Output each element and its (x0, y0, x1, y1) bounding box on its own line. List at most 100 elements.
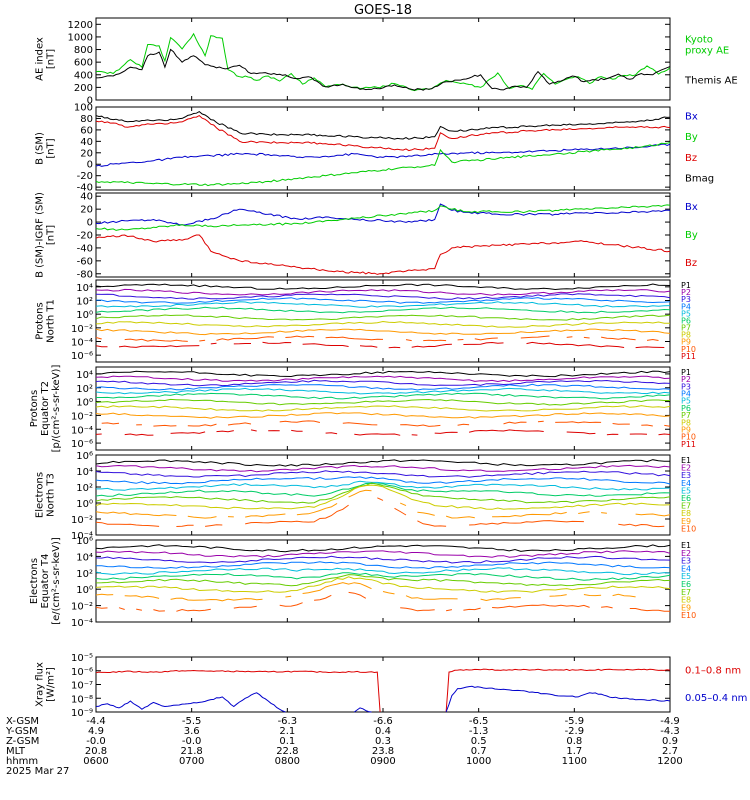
channel-line (96, 561, 671, 570)
y-tick-label: 100 (74, 103, 93, 114)
channel-line (95, 314, 671, 321)
y-tick-label: 10⁻² (71, 602, 93, 613)
channel-line (377, 497, 384, 501)
channel-line (445, 515, 475, 519)
channel-line (641, 424, 653, 427)
channel-line (205, 524, 223, 527)
legend-channel-p3: P3 (681, 295, 691, 304)
legend-channel-p8: P8 (681, 331, 691, 340)
y-tick-label: -60 (77, 256, 93, 267)
y-axis-label: North T1 (46, 299, 57, 343)
legend-channel-e1: E1 (681, 541, 691, 550)
channel-line (95, 482, 671, 504)
legend-channel-e10: E10 (681, 611, 696, 620)
y-tick-label: 20 (80, 148, 93, 159)
channel-line (96, 392, 671, 400)
channel-line (342, 422, 378, 426)
y-tick-label: 0 (87, 160, 93, 171)
legend-channel-p10: P10 (681, 345, 696, 354)
channel-line (601, 606, 613, 609)
y-tick-label: 10⁶ (76, 536, 93, 547)
channel-line (635, 513, 671, 517)
channel-line (434, 431, 458, 434)
legend-entry: 0.05–0.4 nm (685, 693, 747, 704)
channel-line (417, 520, 447, 527)
channel-line (606, 433, 619, 436)
legend-channel-p2: P2 (681, 288, 691, 297)
y-tick-label: 10⁻⁶ (71, 351, 93, 362)
channel-line (262, 341, 292, 344)
y-tick-label: 10⁴ (76, 467, 93, 478)
channel-line (348, 489, 372, 498)
y-axis-label: [nT] (46, 138, 57, 158)
channel-line (95, 387, 671, 395)
channel-line (635, 346, 665, 349)
footer-value-z-gsm: 0.1 (279, 736, 295, 747)
channel-line (457, 423, 470, 426)
channel-line (124, 338, 188, 342)
channel-line (95, 288, 671, 296)
y-axis-label: [nT] (46, 225, 57, 245)
channel-line (95, 320, 671, 328)
channel-line (233, 605, 257, 609)
legend-entry: Themis AE (684, 76, 738, 87)
channel-line (279, 602, 303, 607)
legend-channel-e6: E6 (681, 494, 691, 503)
y-tick-label: 10⁰ (76, 499, 93, 510)
series-line-0-05-0-4-nm (354, 707, 372, 713)
footer-value-mlt: 22.8 (276, 746, 298, 757)
y-axis-label: Electrons (29, 558, 40, 604)
legend-channel-e2: E2 (681, 549, 691, 558)
series-line-by (95, 204, 671, 231)
channel-line (95, 576, 671, 593)
channel-line (405, 339, 412, 342)
series-line-0-05-0-4-nm (445, 685, 671, 713)
channel-line (520, 335, 550, 339)
channel-line (95, 412, 671, 419)
y-axis-label: North T3 (46, 473, 57, 517)
channel-line (348, 591, 367, 599)
legend-entry: By (685, 230, 698, 241)
footer-value-mlt: 23.8 (372, 746, 394, 757)
y-tick-label: 10² (76, 483, 93, 494)
channel-line (95, 345, 108, 348)
y-tick-label: 10⁻⁶ (71, 667, 93, 678)
legend-entry: Bz (685, 258, 697, 269)
footer-value-hhmm: 0800 (275, 756, 300, 767)
y-tick-label: 0 (87, 96, 93, 107)
footer-value-y-gsm: 4.9 (88, 726, 104, 737)
footer-value-mlt: 21.8 (181, 746, 203, 757)
channel-line (296, 502, 338, 516)
legend-channel-e9: E9 (681, 603, 691, 612)
channel-line (400, 502, 407, 507)
legend-channel-p8: P8 (681, 418, 691, 427)
channel-line (95, 301, 671, 308)
legend-entry: Kyoto (685, 35, 713, 46)
footer-value-x-gsm: -5.9 (565, 716, 585, 727)
legend-channel-e6: E6 (681, 580, 691, 589)
channel-line (216, 336, 274, 341)
channel-line (492, 511, 567, 518)
y-tick-label: 10⁻² (71, 515, 93, 526)
channel-line (227, 422, 252, 426)
y-tick-label: 800 (74, 45, 93, 56)
channel-line (468, 429, 544, 433)
y-tick-label: -20 (77, 231, 93, 242)
y-tick-label: 600 (74, 58, 93, 69)
channel-line (95, 459, 670, 467)
plot-title: GOES-18 (354, 3, 412, 18)
legend-channel-e3: E3 (681, 471, 691, 480)
channel-line (124, 433, 154, 436)
y-tick-label: 40 (80, 137, 93, 148)
channel-line (170, 597, 263, 602)
y-tick-label: -40 (77, 243, 93, 254)
y-axis-label: B (SM) (35, 132, 46, 165)
channel-line (176, 608, 211, 612)
channel-line (250, 429, 257, 432)
y-tick-label: 400 (74, 70, 93, 81)
y-tick-label: 10² (76, 297, 93, 308)
channel-line (95, 379, 671, 387)
channel-line (382, 591, 395, 595)
channel-line (492, 604, 590, 609)
channel-line (549, 594, 567, 597)
